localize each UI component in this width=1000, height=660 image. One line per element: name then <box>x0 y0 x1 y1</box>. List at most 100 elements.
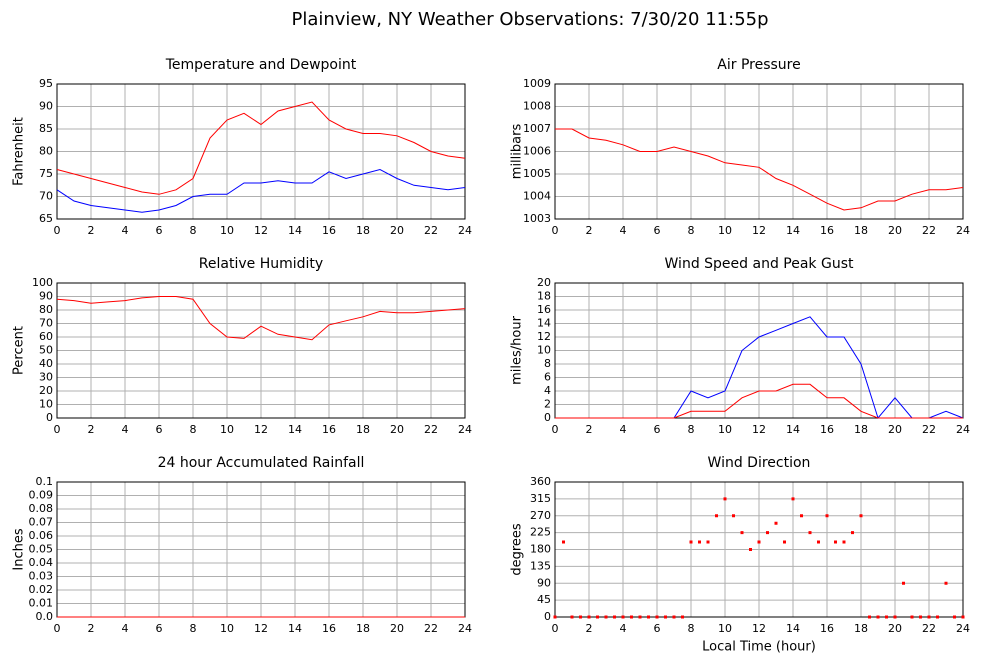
y-axis-label: miles/hour <box>510 315 525 384</box>
y-tick-label: 2 <box>544 398 551 411</box>
x-tick-label: 8 <box>688 423 695 436</box>
data-point <box>791 497 795 501</box>
data-point <box>834 540 837 544</box>
y-tick-label: 70 <box>39 190 53 203</box>
data-point <box>868 615 871 619</box>
y-tick-label: 100 <box>32 276 53 289</box>
x-tick-label: 4 <box>620 423 627 436</box>
x-tick-label: 24 <box>956 423 970 436</box>
data-point <box>630 615 633 619</box>
y-tick-label: 0.06 <box>29 529 54 542</box>
y-tick-label: 45 <box>537 593 551 606</box>
x-tick-label: 0 <box>552 224 559 237</box>
y-tick-label: 16 <box>537 303 551 316</box>
y-tick-label: 315 <box>530 492 551 505</box>
y-tick-label: 0.05 <box>29 543 54 556</box>
data-point <box>689 540 693 544</box>
data-point <box>876 615 880 619</box>
x-tick-label: 20 <box>888 224 902 237</box>
x-tick-label: 2 <box>586 622 593 635</box>
y-tick-label: 135 <box>530 559 551 572</box>
x-tick-label: 6 <box>156 423 163 436</box>
data-point <box>740 531 744 535</box>
y-tick-label: 20 <box>39 384 53 397</box>
y-tick-label: 0.07 <box>29 516 54 529</box>
y-tick-label: 1003 <box>523 212 551 225</box>
x-tick-label: 6 <box>654 224 661 237</box>
plot-frame <box>554 282 964 419</box>
y-tick-label: 0 <box>46 411 53 424</box>
x-tick-label: 4 <box>122 622 129 635</box>
x-tick-label: 0 <box>54 622 61 635</box>
panel-title: Wind Speed and Peak Gust <box>665 256 854 272</box>
data-point <box>851 531 854 535</box>
data-point <box>927 615 931 619</box>
x-tick-label: 12 <box>254 224 268 237</box>
y-tick-label: 30 <box>39 371 53 384</box>
y-tick-label: 40 <box>39 357 53 370</box>
x-tick-label: 8 <box>190 224 197 237</box>
y-tick-label: 0.1 <box>36 475 54 488</box>
x-tick-label: 18 <box>854 622 868 635</box>
data-point <box>579 615 582 619</box>
data-line <box>56 168 466 213</box>
x-tick-label: 24 <box>458 224 472 237</box>
data-point <box>902 581 905 585</box>
x-tick-label: 16 <box>322 224 336 237</box>
y-axis-label: Inches <box>12 528 27 570</box>
y-tick-label: 60 <box>39 330 53 343</box>
x-tick-label: 8 <box>190 423 197 436</box>
x-tick-label: 16 <box>820 224 834 237</box>
y-tick-label: 12 <box>537 330 551 343</box>
x-tick-label: 2 <box>88 423 95 436</box>
data-point <box>672 615 676 619</box>
data-point <box>613 615 616 619</box>
x-tick-label: 20 <box>888 423 902 436</box>
x-tick-label: 4 <box>620 622 627 635</box>
x-tick-label: 22 <box>424 622 438 635</box>
data-point <box>825 514 829 518</box>
x-tick-label: 2 <box>88 224 95 237</box>
x-tick-label: 24 <box>956 622 970 635</box>
x-tick-label: 12 <box>254 622 268 635</box>
y-tick-label: 8 <box>544 357 551 370</box>
data-line <box>56 296 466 341</box>
x-axis-label: Local Time (hour) <box>702 640 816 655</box>
y-tick-label: 6 <box>544 371 551 384</box>
y-tick-label: 270 <box>530 509 551 522</box>
x-tick-label: 10 <box>220 224 234 237</box>
y-tick-label: 0 <box>544 610 551 623</box>
x-tick-label: 10 <box>718 224 732 237</box>
y-axis-label: Fahrenheit <box>12 117 27 186</box>
x-tick-label: 10 <box>220 622 234 635</box>
x-tick-label: 4 <box>122 224 129 237</box>
x-tick-label: 12 <box>752 423 766 436</box>
panel-title: Temperature and Dewpoint <box>165 57 357 73</box>
y-tick-label: 10 <box>537 344 551 357</box>
plot-frame <box>554 481 964 618</box>
x-tick-label: 10 <box>718 423 732 436</box>
data-point <box>808 531 812 535</box>
x-tick-label: 0 <box>552 622 559 635</box>
x-tick-label: 8 <box>190 622 197 635</box>
y-axis-label: Percent <box>12 326 27 375</box>
data-point <box>562 540 565 544</box>
panel-title: Relative Humidity <box>199 256 323 272</box>
x-tick-label: 6 <box>156 224 163 237</box>
data-point <box>766 531 769 535</box>
data-line <box>555 128 964 211</box>
data-point <box>587 615 591 619</box>
data-point <box>604 615 608 619</box>
x-tick-label: 24 <box>458 423 472 436</box>
y-tick-label: 0.09 <box>29 489 54 502</box>
y-tick-label: 0.04 <box>29 556 54 569</box>
data-point <box>698 540 701 544</box>
y-tick-label: 360 <box>530 475 551 488</box>
data-point <box>817 540 820 544</box>
y-tick-label: 0.03 <box>29 570 54 583</box>
x-tick-label: 16 <box>322 423 336 436</box>
panel-title: 24 hour Accumulated Rainfall <box>158 455 365 471</box>
y-tick-label: 85 <box>39 122 53 135</box>
y-tick-label: 90 <box>39 100 53 113</box>
